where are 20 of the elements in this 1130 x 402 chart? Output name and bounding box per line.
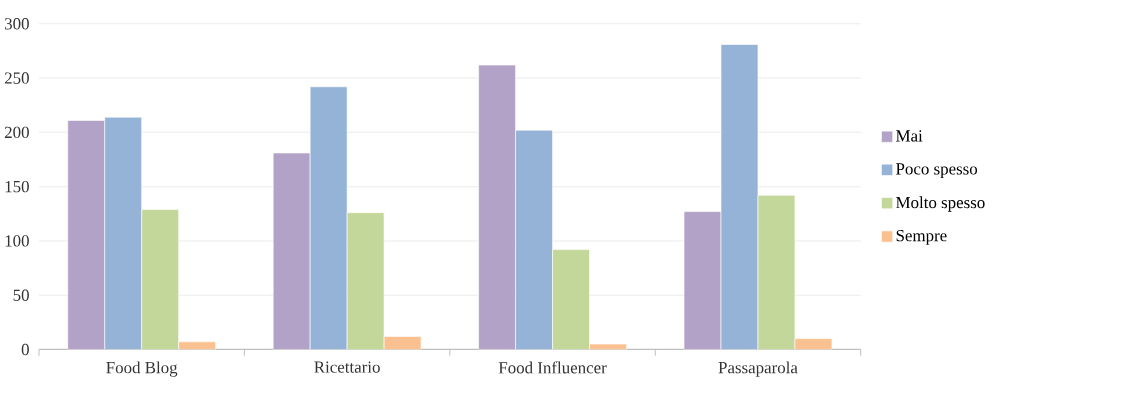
legend-label: Molto spesso — [896, 196, 985, 212]
y-tick-label: 150 — [5, 180, 29, 193]
x-tick-label: Food Blog — [106, 361, 178, 377]
y-tick-label: 100 — [5, 235, 29, 247]
bar — [720, 44, 759, 350]
legend-label: Sempre — [896, 229, 947, 245]
x-tick-label: Passaparola — [718, 361, 798, 377]
y-tick-label: 50 — [13, 289, 29, 301]
bar — [67, 120, 106, 350]
bar — [309, 86, 348, 350]
y-tick-label: 0 — [21, 343, 29, 356]
x-tick-label: Ricettario — [314, 361, 380, 373]
legend-label: Poco spesso — [896, 163, 978, 178]
y-tick-label: 300 — [4, 18, 29, 30]
legend-label: Mai — [896, 130, 923, 142]
y-tick-label: 250 — [4, 72, 29, 84]
bar — [515, 129, 553, 350]
x-tick-label: Food Influencer — [498, 361, 607, 374]
bar — [104, 116, 143, 350]
y-tick-label: 200 — [4, 126, 29, 139]
